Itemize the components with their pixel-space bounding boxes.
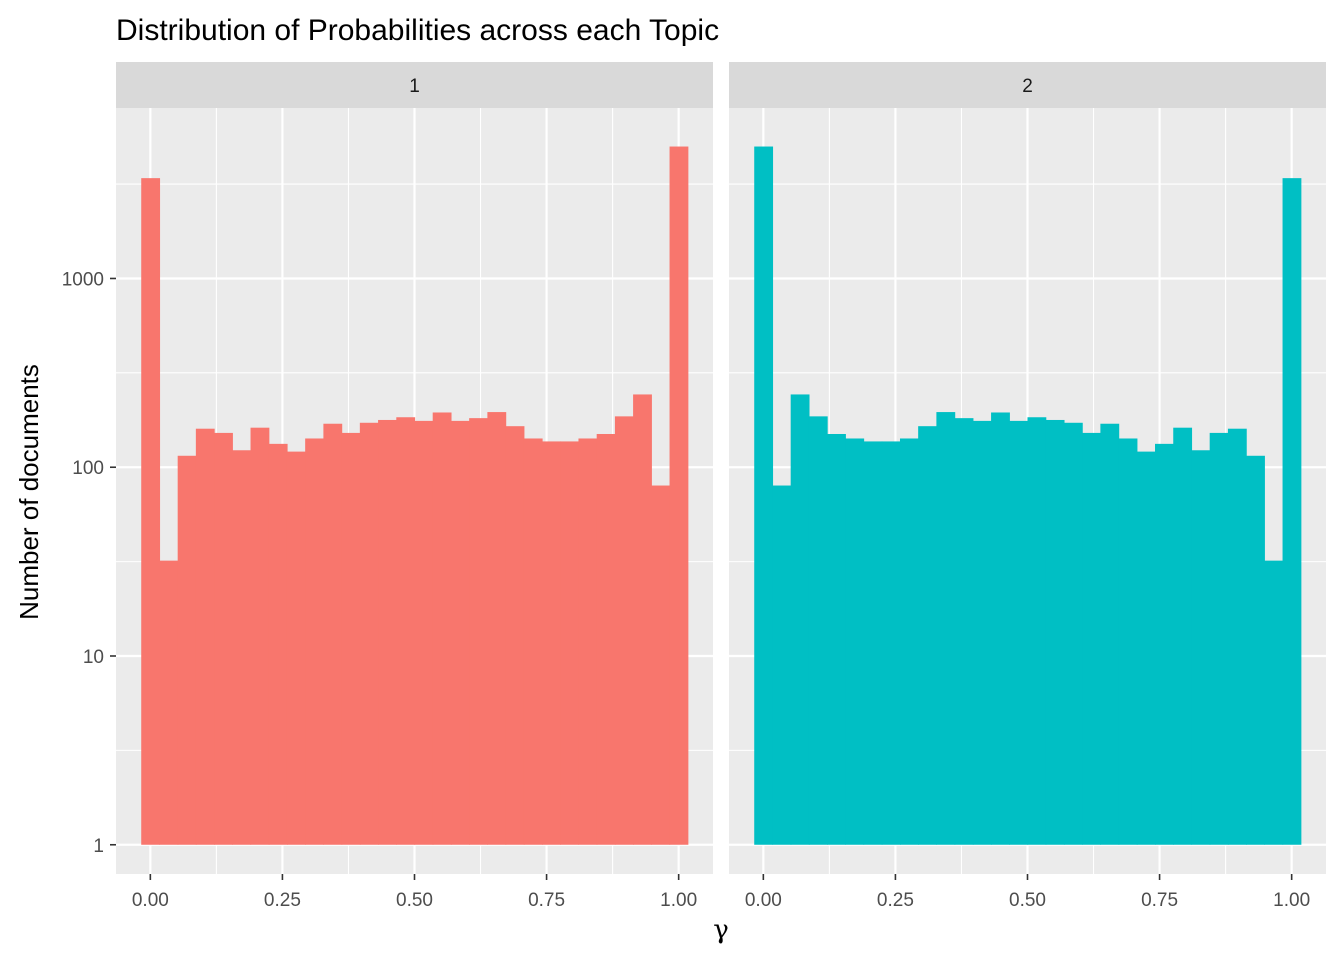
histogram-bar	[305, 438, 324, 845]
histogram-bar	[250, 427, 270, 845]
histogram-bar	[991, 412, 1010, 845]
histogram-bar	[1282, 178, 1302, 845]
x-tick-label: 0.00	[745, 890, 782, 911]
histogram-bar	[177, 455, 197, 845]
y-axis-title: Number of documents	[14, 364, 44, 620]
histogram-bar	[614, 416, 634, 845]
x-tick-label: 0.00	[132, 890, 169, 911]
histogram-bar	[232, 450, 252, 845]
histogram-bar	[1118, 438, 1138, 845]
x-tick-label: 0.50	[1009, 890, 1046, 911]
histogram-bar	[845, 438, 865, 845]
histogram-bar	[1045, 419, 1065, 845]
facet-strip	[116, 62, 713, 108]
histogram-bar	[1082, 432, 1101, 845]
histogram-bar	[918, 426, 937, 845]
histogram-bar	[1155, 443, 1174, 845]
histogram-bar	[450, 420, 470, 845]
histogram-bar	[1227, 428, 1247, 845]
histogram-bar	[578, 438, 598, 845]
histogram-bar	[487, 412, 507, 845]
x-tick-label: 0.75	[528, 890, 565, 911]
x-axis-title: γ	[713, 915, 729, 945]
histogram-bar	[359, 422, 379, 845]
histogram-bar	[863, 441, 883, 845]
histogram-bar	[1063, 422, 1083, 845]
x-tick-label: 1.00	[1273, 890, 1310, 911]
y-tick-label: 1000	[62, 269, 104, 290]
histogram-bar	[899, 438, 919, 845]
histogram-bar	[827, 433, 846, 845]
facet-panels: 1 0.00 0.25 0.50 0.75 1.00 1 10 100 1000 2 0.00 0.25…	[62, 62, 1326, 911]
histogram-bar	[596, 433, 616, 845]
histogram-bar	[323, 423, 343, 845]
facet-panel-1: 1 0.00 0.25 0.50 0.75 1.00 1 10 100 1000	[62, 62, 713, 911]
histogram-bar	[1027, 417, 1047, 845]
histogram-bar	[396, 417, 416, 845]
histogram-bar	[669, 146, 689, 845]
histogram-bar	[1173, 427, 1193, 845]
histogram-bar	[1100, 423, 1120, 845]
histogram-bar	[523, 438, 543, 845]
histogram-bar	[268, 443, 288, 845]
histogram-bar	[790, 394, 810, 845]
histogram-bar	[214, 432, 233, 845]
x-tick-label: 0.25	[877, 890, 914, 911]
histogram-bar	[651, 485, 671, 845]
histogram-bar	[378, 419, 397, 845]
histogram-bar	[560, 441, 580, 845]
chart-title: Distribution of Probabilities across eac…	[116, 14, 719, 47]
y-tick-label: 10	[83, 647, 104, 668]
y-tick-label: 100	[72, 458, 104, 479]
histogram-bar	[633, 394, 652, 845]
histogram-bar	[195, 428, 215, 845]
histogram-bar	[469, 418, 488, 845]
y-tick-label: 1	[93, 836, 104, 857]
facet-strip-label: 1	[409, 76, 420, 97]
x-tick-label: 0.50	[396, 890, 433, 911]
x-tick-label: 0.75	[1141, 890, 1178, 911]
histogram-bar	[159, 560, 179, 845]
histogram-bar	[432, 412, 452, 845]
histogram-bar	[1136, 451, 1156, 845]
histogram-bar	[936, 412, 956, 845]
histogram-bar	[754, 146, 774, 845]
histogram-bar	[505, 426, 525, 845]
histogram-bar	[1191, 450, 1211, 845]
x-tick-label: 0.25	[264, 890, 301, 911]
histogram-bar	[772, 485, 792, 845]
histogram-bar	[1246, 455, 1265, 845]
histogram-bar	[954, 418, 974, 845]
histogram-bar	[1209, 432, 1229, 845]
histogram-bar	[1264, 560, 1284, 845]
histogram-bar	[972, 420, 992, 845]
histogram-bar	[341, 432, 361, 845]
facet-panel-2: 2 0.00 0.25 0.50 0.75 1.00	[729, 62, 1326, 911]
x-tick-label: 1.00	[660, 890, 697, 911]
histogram-bar	[1009, 420, 1029, 845]
histogram-bar	[542, 441, 561, 845]
facet-strip-label: 2	[1022, 76, 1033, 97]
histogram-bar	[881, 441, 901, 845]
histogram-bar	[414, 420, 434, 845]
histogram-bar	[808, 416, 828, 845]
facet-strip	[729, 62, 1326, 108]
histogram-bar	[286, 451, 306, 845]
histogram-bar	[141, 178, 161, 845]
